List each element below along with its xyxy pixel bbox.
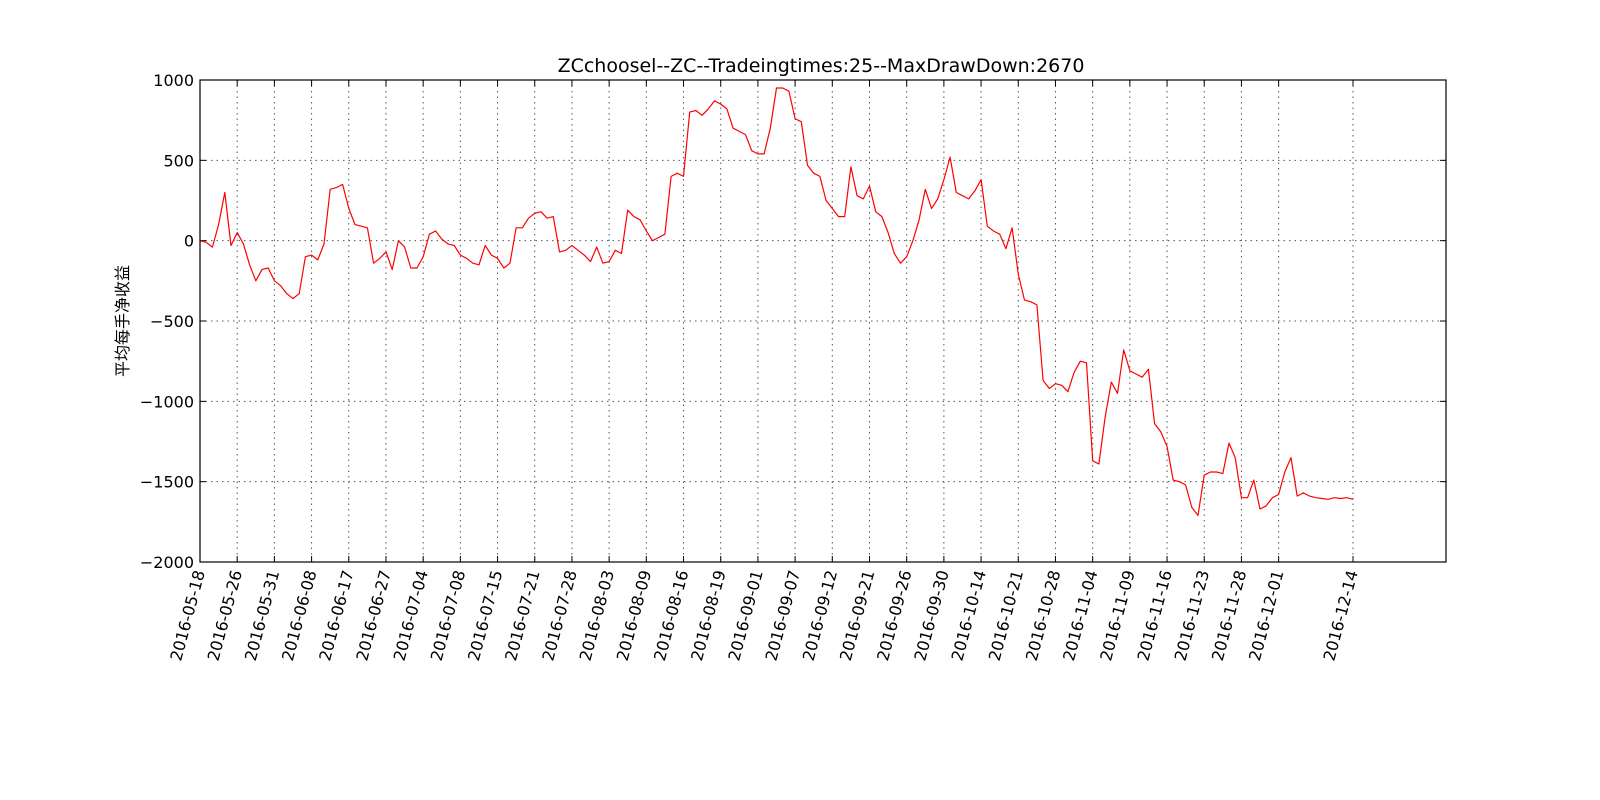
y-axis-label: 平均每手净收益 — [113, 265, 132, 377]
x-axis: 2016-05-182016-05-262016-05-312016-06-08… — [166, 80, 1362, 663]
grid — [199, 79, 1446, 563]
x-tick-label: 2016-11-16 — [1133, 568, 1175, 663]
y-axis: 1000 500 0 −500 −1000 −1500 −2000 — [140, 71, 1446, 572]
x-tick-label: 2016-07-08 — [427, 568, 469, 663]
x-tick-label: 2016-11-09 — [1096, 568, 1138, 663]
x-tick-label: 2016-10-21 — [985, 568, 1027, 663]
series-line — [199, 87, 1354, 517]
x-tick-label: 2016-05-31 — [241, 568, 283, 663]
x-tick-label: 2016-06-08 — [278, 568, 320, 663]
x-tick-label: 2016-08-09 — [613, 568, 655, 663]
y-tick-label: −500 — [150, 312, 194, 331]
y-tick-label: −1500 — [140, 473, 194, 492]
x-tick-label: 2016-08-16 — [650, 568, 692, 663]
x-tick-label: 2016-09-07 — [762, 568, 804, 663]
x-tick-label: 2016-07-04 — [390, 568, 432, 663]
x-tick-label: 2016-06-17 — [315, 568, 357, 663]
y-tick-label: 500 — [163, 151, 194, 170]
y-tick-label: −1000 — [140, 392, 194, 411]
x-tick-label: 2016-09-21 — [836, 568, 878, 663]
x-tick-label: 2016-11-23 — [1171, 568, 1213, 663]
x-tick-label: 2016-12-14 — [1319, 568, 1361, 663]
x-tick-label: 2016-07-15 — [464, 568, 506, 663]
plot-frame — [199, 79, 1447, 563]
series-layer — [199, 87, 1354, 517]
x-tick-label: 2016-08-03 — [576, 568, 618, 663]
x-tick-label: 2016-09-26 — [873, 568, 915, 663]
x-tick-label: 2016-09-01 — [724, 568, 766, 663]
x-tick-label: 2016-12-01 — [1245, 568, 1287, 663]
x-tick-label: 2016-05-18 — [166, 568, 208, 663]
chart-title: ZCchoosel--ZC--Tradeingtimes:25--MaxDraw… — [558, 55, 1085, 77]
x-tick-label: 2016-08-19 — [687, 568, 729, 663]
x-tick-label: 2016-07-28 — [538, 568, 580, 663]
x-tick-label: 2016-09-30 — [910, 568, 952, 663]
y-tick-label: −2000 — [140, 553, 194, 572]
x-tick-label: 2016-06-27 — [352, 568, 394, 663]
x-tick-label: 2016-11-28 — [1208, 568, 1250, 663]
x-tick-label: 2016-05-26 — [204, 568, 246, 663]
x-tick-label: 2016-07-21 — [501, 568, 543, 663]
x-tick-label: 2016-11-04 — [1059, 568, 1101, 663]
x-tick-label: 2016-09-12 — [799, 568, 841, 663]
x-tick-label: 2016-10-28 — [1022, 568, 1064, 663]
x-tick-label: 2016-10-14 — [948, 568, 990, 663]
y-tick-label: 0 — [184, 232, 194, 251]
y-tick-label: 1000 — [153, 71, 194, 90]
